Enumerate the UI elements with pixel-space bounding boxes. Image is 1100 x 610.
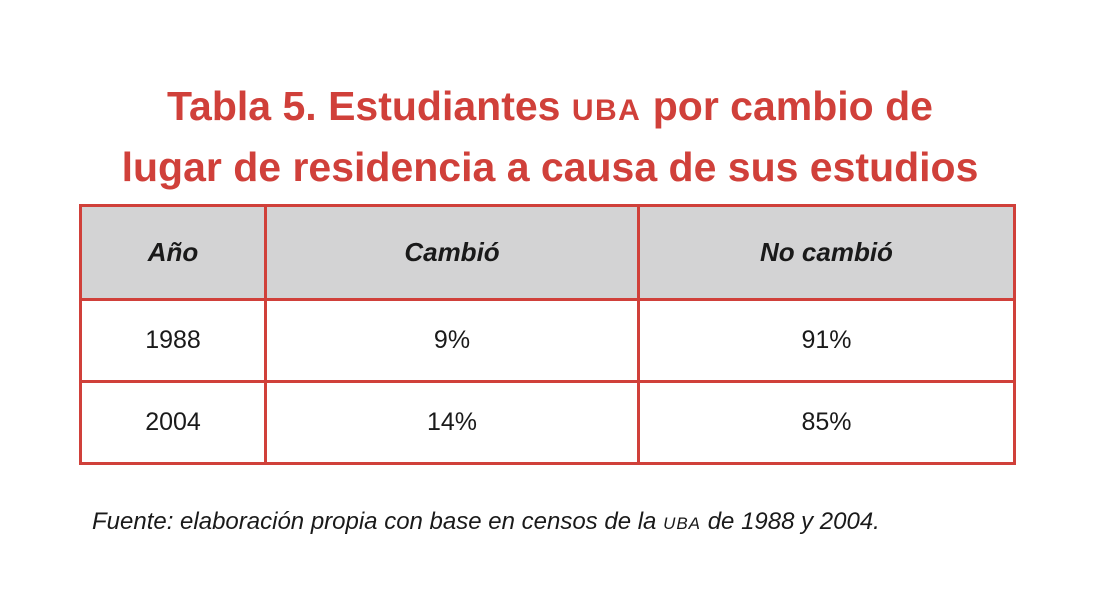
cell-changed: 9% [264, 298, 640, 383]
table-title: Tabla 5. Estudiantes UBA por cambio de l… [0, 78, 1100, 195]
table-title-line-1: Tabla 5. Estudiantes UBA por cambio de [0, 78, 1100, 139]
source-note: Fuente: elaboración propia con base en c… [92, 508, 880, 536]
table-row: 1988 9% 91% [79, 298, 1016, 383]
title-text-end: por cambio de [641, 83, 933, 129]
source-text-start: Fuente: elaboración propia con base en c… [92, 508, 664, 535]
header-year: Año [79, 204, 267, 301]
title-text-start: Tabla 5. Estudiantes [167, 83, 572, 129]
cell-not-changed: 91% [637, 298, 1016, 383]
cell-year: 2004 [79, 380, 267, 465]
title-abbreviation: UBA [571, 94, 642, 127]
table-title-line-2: lugar de residencia a causa de sus estud… [121, 144, 979, 190]
cell-year: 1988 [79, 298, 267, 383]
header-not-changed: No cambió [637, 204, 1016, 301]
header-changed: Cambió [264, 204, 640, 301]
source-abbreviation: UBA [663, 514, 702, 533]
cell-not-changed: 85% [637, 380, 1016, 465]
source-text-end: de 1988 y 2004. [701, 508, 880, 535]
table-row: 2004 14% 85% [79, 380, 1016, 465]
header-row: Año Cambió No cambió [79, 204, 1016, 301]
data-table: Año Cambió No cambió 1988 9% 91% 2004 14… [79, 204, 1016, 465]
cell-changed: 14% [264, 380, 640, 465]
